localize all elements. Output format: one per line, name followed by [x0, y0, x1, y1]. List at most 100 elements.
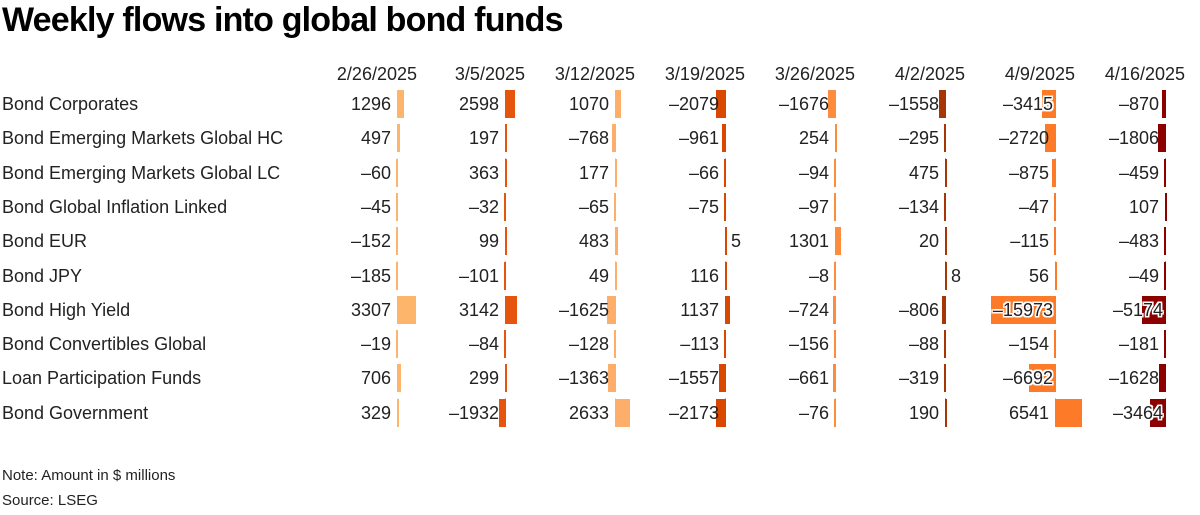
value-bar — [614, 192, 616, 221]
value-bar — [945, 261, 947, 290]
value-bar — [835, 227, 841, 256]
cell-value: –459 — [1118, 162, 1159, 183]
value-bar — [990, 295, 1056, 324]
cell-value: 8 — [951, 265, 962, 286]
cell-value: 6541 — [1008, 402, 1049, 423]
cell-value: 197 — [468, 128, 499, 149]
cell-value: –152 — [350, 231, 391, 252]
value-bar — [614, 330, 616, 359]
cell-value: –8 — [808, 265, 829, 286]
row-label: Bond Government — [2, 402, 149, 423]
value-bar — [397, 295, 416, 324]
cell-value: –65 — [578, 196, 609, 217]
cell-value: –1625 — [558, 299, 609, 320]
cell-value: –45 — [360, 196, 391, 217]
cell-value: –84 — [468, 334, 499, 355]
value-bar — [832, 295, 836, 324]
cell-value: 177 — [578, 162, 609, 183]
value-bar — [834, 398, 836, 427]
cell-value: –2720 — [998, 128, 1049, 149]
cell-value: –1363 — [558, 368, 609, 389]
row-label: Bond Emerging Markets Global LC — [2, 162, 281, 183]
value-bar — [1054, 330, 1056, 359]
row-label: Bond Emerging Markets Global HC — [2, 128, 284, 149]
value-bar — [724, 158, 726, 187]
cell-value: –1628 — [1108, 368, 1159, 389]
value-bar — [945, 227, 947, 256]
value-bar — [1044, 124, 1056, 153]
value-bar — [396, 330, 398, 359]
cell-value: –185 — [350, 265, 391, 286]
value-bar — [945, 158, 948, 187]
value-bar — [1158, 364, 1166, 393]
value-bar — [721, 124, 726, 153]
column-header: 4/2/2025 — [894, 64, 965, 84]
cell-value: –113 — [680, 334, 719, 355]
row-label: Loan Participation Funds — [2, 368, 202, 389]
value-bar — [397, 90, 405, 118]
chart-title: Weekly flows into global bond funds — [2, 1, 564, 39]
value-bar — [504, 192, 506, 221]
row-label: Bond JPY — [2, 265, 83, 286]
cell-value: –6692 — [1002, 368, 1053, 389]
value-bar — [834, 158, 836, 187]
value-bar — [944, 192, 946, 221]
cell-value: 1296 — [350, 94, 391, 114]
value-bar — [942, 295, 946, 324]
column-header: 3/5/2025 — [454, 64, 525, 84]
cell-value: 116 — [690, 265, 719, 286]
value-bar — [397, 124, 400, 153]
cell-value: 363 — [468, 162, 499, 183]
cell-value: 2633 — [568, 402, 609, 423]
cell-value: –483 — [1118, 231, 1159, 252]
value-bar — [832, 364, 836, 393]
row-label: Bond EUR — [2, 231, 88, 252]
cell-value: –1676 — [778, 94, 829, 114]
note-text: Note: Amount in $ millions — [2, 467, 176, 484]
source-text: Source: LSEG — [2, 492, 98, 509]
cell-value: –128 — [568, 334, 609, 355]
value-bar — [615, 261, 617, 290]
cell-value: –32 — [468, 196, 499, 217]
cell-value: –47 — [1018, 196, 1049, 217]
column-header: 4/9/2025 — [1004, 64, 1075, 84]
cell-value: –1932 — [448, 402, 499, 423]
cell-value: –181 — [1118, 334, 1159, 355]
value-bar — [505, 158, 507, 187]
cell-value: –94 — [798, 162, 829, 183]
value-bar — [834, 330, 836, 359]
value-bar — [944, 330, 946, 359]
cell-value: 3307 — [350, 299, 391, 320]
value-bar — [505, 124, 507, 153]
column-header: 3/26/2025 — [774, 64, 855, 84]
value-bar — [716, 90, 726, 118]
cell-value: 2598 — [458, 94, 499, 114]
cell-value: –1558 — [888, 94, 939, 114]
cell-value: 3142 — [458, 299, 499, 320]
cell-value: 254 — [798, 128, 829, 149]
value-bar — [725, 261, 727, 290]
row-label: Bond Corporates — [2, 94, 139, 114]
cell-value: –661 — [788, 368, 829, 389]
cell-value: –19 — [360, 334, 391, 355]
value-bar — [1163, 227, 1166, 256]
column-header: 4/16/2025 — [1104, 64, 1185, 84]
cell-value: –75 — [688, 196, 719, 217]
cell-value: –2079 — [668, 94, 719, 114]
cell-value: 107 — [1128, 196, 1159, 217]
value-bar — [1055, 261, 1057, 290]
value-bar — [397, 398, 399, 427]
cell-value: 190 — [908, 402, 939, 423]
column-header: 2/26/2025 — [336, 64, 417, 84]
value-bar — [1142, 295, 1166, 324]
cell-value: 1137 — [680, 299, 719, 320]
cell-value: 483 — [578, 231, 609, 252]
value-bar — [505, 227, 507, 256]
cell-value: –115 — [1010, 231, 1049, 252]
value-bar — [944, 124, 946, 153]
column-header: 3/12/2025 — [554, 64, 635, 84]
value-bar — [1052, 158, 1056, 187]
cell-value: –66 — [688, 162, 719, 183]
value-bar — [396, 192, 398, 221]
value-bar — [724, 330, 726, 359]
